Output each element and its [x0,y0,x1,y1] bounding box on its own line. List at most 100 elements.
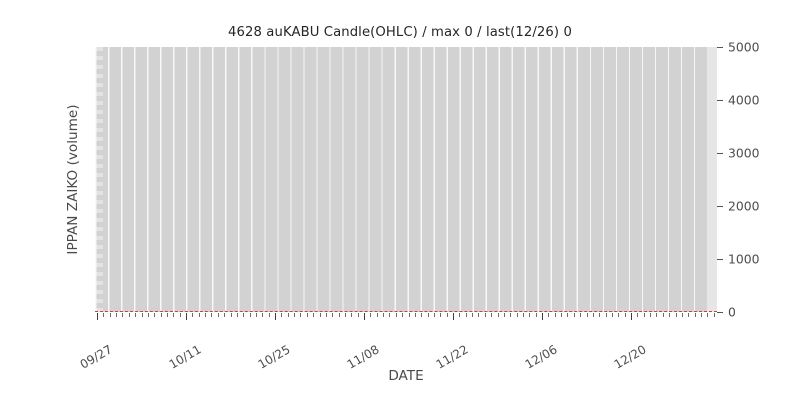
x-tick-minor [332,313,334,317]
x-tick-minor [567,313,569,317]
y-tick-label: 4000 [728,92,760,108]
x-axis: 09/27 10/11 10/25 11/08 11/22 12/06 12/20 [77,312,717,402]
x-tick-label: 09/27 [77,342,115,372]
x-tick-minor [160,313,162,317]
x-tick-minor [154,313,156,317]
x-tick-minor [147,313,149,317]
y-tick-label: 5000 [728,39,760,55]
x-tick-minor [446,313,448,317]
x-axis-title: DATE [388,368,424,384]
x-tick-minor [669,313,671,317]
x-tick-major [186,313,188,320]
x-tick-minor [503,313,505,317]
x-tick-minor [491,313,493,317]
y-axis-tick: 0 [717,305,736,320]
x-tick-major [364,313,366,320]
x-tick-minor [637,313,639,317]
x-tick-minor [383,313,385,317]
x-tick-minor [319,313,321,317]
x-tick-minor [141,313,143,317]
x-tick-minor [707,313,709,317]
x-tick-minor [421,313,423,317]
x-tick-minor [656,313,658,317]
x-tick-minor [287,313,289,317]
x-tick-minor [580,313,582,317]
x-tick-minor [516,313,518,317]
y-tick-mark [717,311,723,314]
x-tick-minor [427,313,429,317]
x-tick-minor [281,313,283,317]
x-tick-minor [529,313,531,317]
x-tick-minor [395,313,397,317]
x-tick-minor [713,313,715,317]
x-tick-minor [465,313,467,317]
x-tick-minor [497,313,499,317]
x-tick-minor [255,313,257,317]
y-tick-label: 0 [728,304,736,320]
y-axis-tick: 4000 [717,93,760,108]
x-tick-minor [472,313,474,317]
y-tick-mark [717,46,723,49]
x-tick-minor [103,313,105,317]
chart-title: 4628 auKABU Candle(OHLC) / max 0 / last(… [228,25,572,40]
x-tick-minor [217,313,219,317]
x-tick-minor [230,313,232,317]
x-tick-minor [344,313,346,317]
y-axis-tick: 5000 [717,40,760,55]
x-tick-label: 12/20 [611,342,649,372]
x-tick-minor [599,313,601,317]
x-tick-minor [592,313,594,317]
x-tick-minor [624,313,626,317]
series-ippan-zaiko-volume [95,311,717,312]
y-tick-label: 1000 [728,251,760,267]
x-tick-minor [262,313,264,317]
y-tick-label: 3000 [728,145,760,161]
x-tick-minor [554,313,556,317]
x-tick-minor [313,313,315,317]
x-tick-minor [294,313,296,317]
x-tick-minor [243,313,245,317]
y-axis: 0 1000 2000 3000 4000 5000 [717,40,800,320]
plot-area[interactable] [95,47,717,312]
x-tick-minor [389,313,391,317]
x-tick-minor [408,313,410,317]
x-tick-minor [650,313,652,317]
y-tick-mark [717,258,723,261]
x-tick-minor [605,313,607,317]
x-tick-minor [402,313,404,317]
x-tick-minor [586,313,588,317]
x-tick-minor [459,313,461,317]
x-tick-minor [414,313,416,317]
y-axis-tick: 1000 [717,252,760,267]
x-tick-major [275,313,277,320]
x-tick-minor [122,313,124,317]
x-tick-minor [700,313,702,317]
x-tick-minor [249,313,251,317]
x-tick-minor [236,313,238,317]
plot-right-edge-band [707,47,717,312]
x-tick-minor [198,313,200,317]
y-axis-tick: 3000 [717,146,760,161]
x-tick-minor [306,313,308,317]
x-tick-minor [376,313,378,317]
y-tick-mark [717,205,723,208]
x-tick-minor [128,313,130,317]
x-tick-minor [440,313,442,317]
x-tick-minor [573,313,575,317]
x-tick-minor [522,313,524,317]
x-tick-minor [675,313,677,317]
x-tick-minor [478,313,480,317]
x-tick-minor [268,313,270,317]
x-tick-label: 11/08 [344,342,382,372]
x-tick-minor [357,313,359,317]
x-tick-label: 12/06 [522,342,560,372]
x-tick-minor [370,313,372,317]
x-tick-minor [681,313,683,317]
x-tick-major [542,313,544,320]
x-tick-minor [433,313,435,317]
x-tick-minor [561,313,563,317]
y-axis-title: IPPAN ZAIKO (volume) [65,104,81,255]
x-tick-label: 11/22 [433,342,471,372]
x-tick-minor [611,313,613,317]
x-tick-minor [484,313,486,317]
